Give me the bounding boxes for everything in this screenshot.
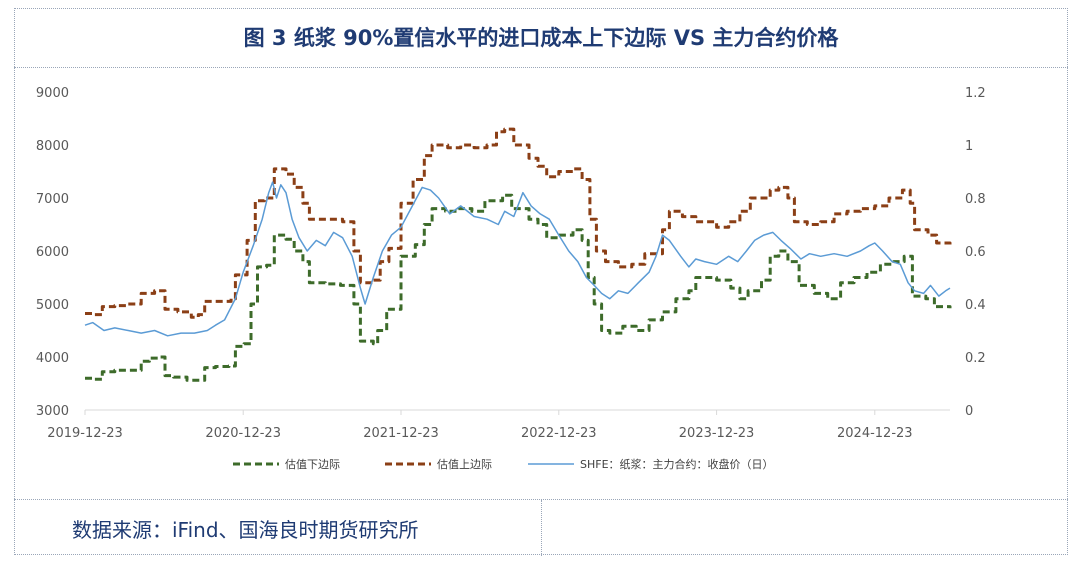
source-note: 数据来源：iFind、国海良时期货研究所 xyxy=(72,518,419,542)
right-tick-label: 0.8 xyxy=(965,192,986,207)
left-tick-label: 7000 xyxy=(36,192,69,207)
left-tick-label: 9000 xyxy=(36,86,69,101)
chart-title: 图 3 纸浆 90%置信水平的进口成本上下边际 VS 主力合约价格 xyxy=(14,8,1068,68)
footer-divider xyxy=(541,500,543,556)
left-tick-label: 5000 xyxy=(36,298,69,313)
right-tick-label: 0.6 xyxy=(965,245,986,260)
left-tick-label: 3000 xyxy=(36,404,69,419)
right-tick-label: 1.2 xyxy=(965,86,986,101)
x-tick-label: 2019-12-23 xyxy=(47,426,123,441)
right-tick-label: 1 xyxy=(965,139,973,154)
footer: 数据来源：iFind、国海良时期货研究所 xyxy=(14,499,1068,556)
legend: 估值下边际 估值上边际 SHFE：纸浆：主力合约：收盘价（日） xyxy=(233,457,774,471)
series-line-3 xyxy=(84,181,951,337)
x-tick-label: 2022-12-23 xyxy=(521,426,597,441)
left-tick-label: 4000 xyxy=(36,351,69,366)
left-tick-label: 6000 xyxy=(36,245,69,260)
x-tick-label: 2024-12-23 xyxy=(837,426,913,441)
series-line-2 xyxy=(85,127,952,319)
series-layer xyxy=(84,127,952,382)
left-tick-label: 8000 xyxy=(36,139,69,154)
legend-label: SHFE：纸浆：主力合约：收盘价（日） xyxy=(580,457,774,471)
legend-label: 估值下边际 xyxy=(285,458,340,471)
right-tick-label: 0.2 xyxy=(965,351,986,366)
x-tick-label: 2021-12-23 xyxy=(363,426,439,441)
left-axis-ticks: 3000 4000 5000 6000 7000 8000 9000 xyxy=(36,86,69,419)
right-tick-label: 0.4 xyxy=(965,298,986,313)
legend-label: 估值上边际 xyxy=(437,458,492,471)
x-axis-ticks: 2019-12-23 2020-12-23 2021-12-23 2022-12-23… xyxy=(47,410,913,441)
right-axis-ticks: 0 0.2 0.4 0.6 0.8 1 1.2 xyxy=(965,86,986,419)
x-tick-label: 2023-12-23 xyxy=(679,426,755,441)
series-line-1 xyxy=(85,193,952,382)
x-tick-label: 2020-12-23 xyxy=(205,426,281,441)
right-tick-label: 0 xyxy=(965,404,973,419)
